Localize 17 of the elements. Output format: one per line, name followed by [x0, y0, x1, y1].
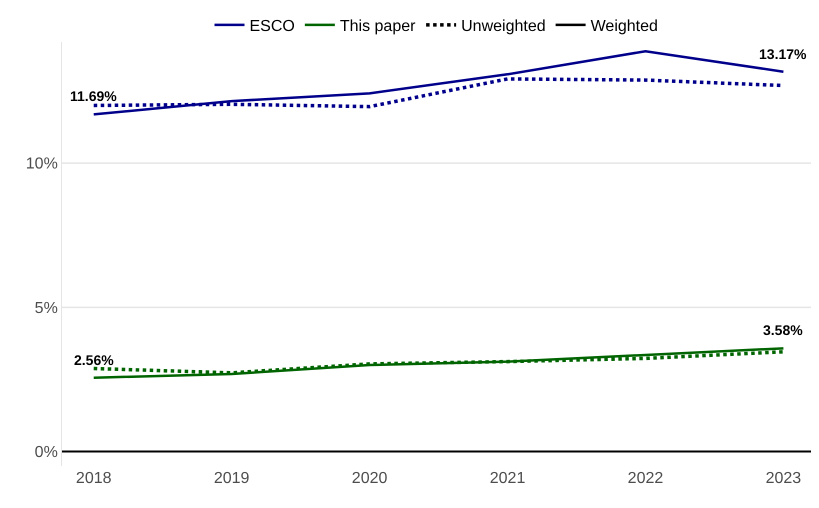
- legend-label: Unweighted: [461, 18, 546, 36]
- x-tick-label: 2019: [214, 470, 250, 487]
- y-tick-label: 10%: [26, 156, 58, 173]
- x-tick-label: 2023: [766, 470, 802, 487]
- x-tick-label: 2021: [490, 470, 526, 487]
- x-tick-label: 2020: [352, 470, 388, 487]
- x-tick-label: 2022: [628, 470, 664, 487]
- data-label: 13.17%: [759, 46, 808, 62]
- x-tick-label: 2018: [76, 470, 112, 487]
- legend-label: This paper: [340, 18, 416, 36]
- data-label: 2.56%: [74, 352, 114, 368]
- legend-label: Weighted: [590, 18, 658, 36]
- data-label: 11.69%: [70, 88, 118, 104]
- legend-label: ESCO: [250, 18, 295, 36]
- data-label: 3.58%: [763, 322, 804, 338]
- y-tick-label: 5%: [34, 300, 58, 317]
- y-tick-label: 0%: [34, 444, 58, 462]
